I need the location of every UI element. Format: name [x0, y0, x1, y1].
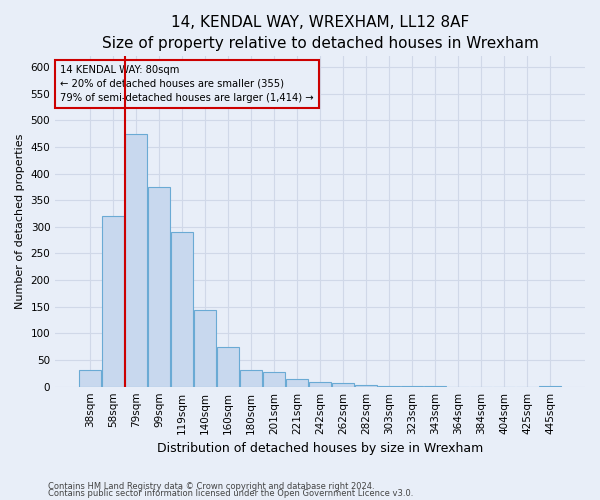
Bar [263, 372, 285, 386]
Title: 14, KENDAL WAY, WREXHAM, LL12 8AF
Size of property relative to detached houses i: 14, KENDAL WAY, WREXHAM, LL12 8AF Size o… [101, 15, 539, 51]
Bar [171, 232, 193, 386]
Y-axis label: Number of detached properties: Number of detached properties [15, 134, 25, 309]
Bar [240, 370, 262, 386]
Text: Contains HM Land Registry data © Crown copyright and database right 2024.: Contains HM Land Registry data © Crown c… [48, 482, 374, 491]
X-axis label: Distribution of detached houses by size in Wrexham: Distribution of detached houses by size … [157, 442, 483, 455]
Bar [309, 382, 331, 386]
Bar [194, 310, 216, 386]
Bar [102, 216, 124, 386]
Bar [286, 378, 308, 386]
Text: Contains public sector information licensed under the Open Government Licence v3: Contains public sector information licen… [48, 490, 413, 498]
Bar [332, 384, 354, 386]
Text: 14 KENDAL WAY: 80sqm
← 20% of detached houses are smaller (355)
79% of semi-deta: 14 KENDAL WAY: 80sqm ← 20% of detached h… [61, 64, 314, 102]
Bar [125, 134, 147, 386]
Bar [148, 187, 170, 386]
Bar [355, 385, 377, 386]
Bar [217, 346, 239, 387]
Bar [79, 370, 101, 386]
